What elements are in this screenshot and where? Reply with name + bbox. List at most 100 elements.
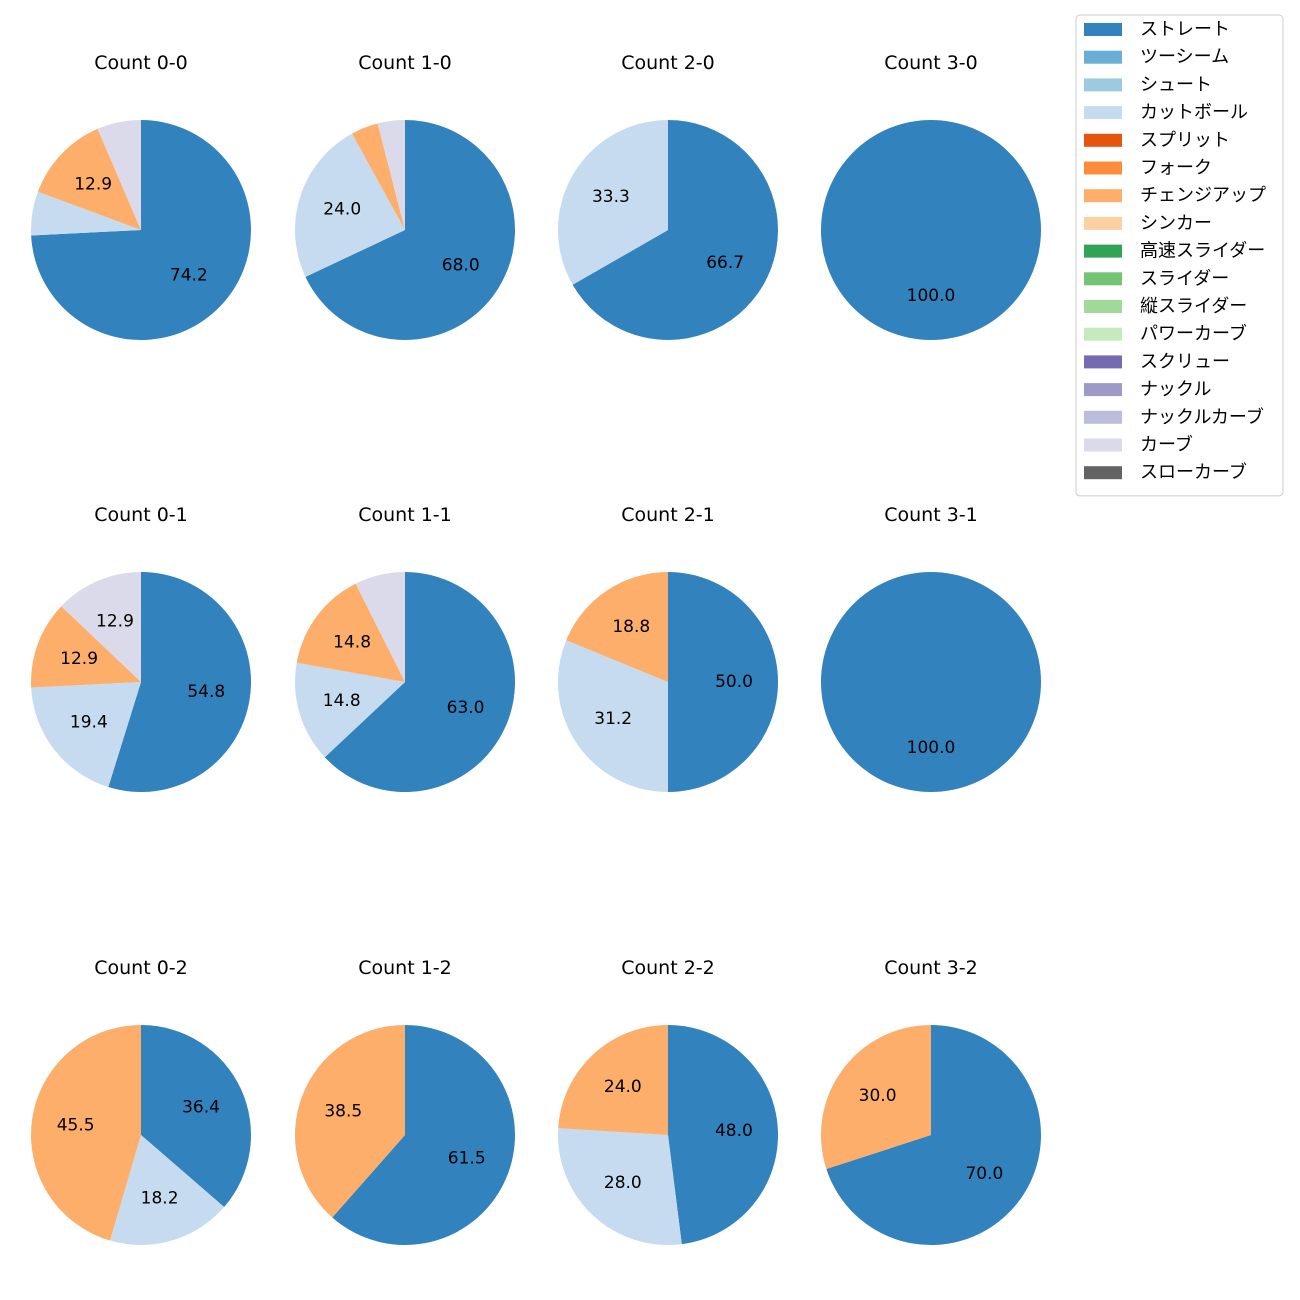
pie-slice [61, 572, 141, 682]
chart-title: Count 1-0 [358, 52, 452, 74]
legend-label: スローカーブ [1140, 461, 1247, 483]
chart-title: Count 1-2 [358, 957, 452, 979]
pie-slice [97, 120, 141, 230]
slice-label: 61.5 [448, 1148, 486, 1168]
pie-slice [826, 1025, 1041, 1245]
legend-label: スクリュー [1140, 351, 1230, 372]
pie-slice [295, 133, 405, 277]
pie-slice [668, 1025, 778, 1245]
chart-title: Count 2-0 [621, 52, 715, 74]
slice-label: 70.0 [965, 1164, 1003, 1184]
pie-slice [108, 572, 251, 793]
pie-slice [572, 120, 778, 340]
legend-label: チェンジアップ [1140, 185, 1266, 206]
slice-label: 24.0 [323, 200, 361, 220]
chart-title: Count 0-2 [94, 957, 188, 979]
legend-label: カーブ [1140, 434, 1193, 456]
pie-slice [352, 123, 405, 230]
pie-slice [31, 191, 142, 236]
pie-slice [377, 120, 405, 230]
pie-slice [31, 606, 141, 688]
chart-title: Count 0-1 [94, 504, 188, 526]
legend-swatch [1084, 133, 1122, 147]
legend-swatch [1084, 78, 1122, 92]
pie-chart: Count 0-1 54.8 19.4 12.9 12.9 [31, 504, 251, 793]
slice-label: 12.9 [96, 611, 134, 631]
chart-title: Count 2-2 [621, 957, 715, 979]
slice-label: 24.0 [604, 1077, 642, 1097]
slice-label: 50.0 [715, 672, 753, 692]
legend-swatch [1084, 216, 1122, 230]
chart-title: Count 3-1 [884, 504, 978, 526]
pie-chart: Count 3-0 100.0 [821, 52, 1041, 340]
slice-label: 36.4 [182, 1098, 220, 1118]
pie-chart: Count 1-1 63.0 14.8 14.8 [295, 504, 515, 792]
slice-label: 31.2 [594, 709, 632, 729]
legend-swatch [1084, 189, 1122, 203]
slice-label: 45.5 [57, 1116, 95, 1136]
legend-swatch [1084, 383, 1122, 397]
legend-label: ナックル [1140, 379, 1211, 400]
chart-title: Count 3-0 [884, 52, 978, 74]
slice-label: 100.0 [907, 286, 956, 306]
slice-label: 12.9 [74, 175, 112, 195]
slice-label: 74.2 [170, 265, 208, 285]
pie-chart: Count 3-1 100.0 [821, 504, 1041, 792]
legend-swatch [1084, 106, 1122, 120]
legend-label: シンカー [1140, 213, 1212, 234]
legend-label: 縦スライダー [1140, 296, 1247, 317]
pie-chart: Count 2-2 48.0 28.0 24.0 [558, 957, 778, 1245]
chart-title: Count 3-2 [884, 957, 978, 979]
pie-slice [821, 572, 1041, 792]
legend-label: ナックルカーブ [1140, 406, 1264, 428]
pie-slice [557, 120, 668, 285]
pie-slice [821, 1025, 931, 1169]
pie-slice [141, 1025, 251, 1208]
pie-slice [295, 1025, 405, 1218]
slice-label: 48.0 [715, 1121, 753, 1141]
pie-slice [668, 572, 778, 792]
legend-label: スプリット [1140, 130, 1230, 151]
legend-label: パワーカーブ [1140, 323, 1247, 345]
legend-swatch [1084, 355, 1122, 369]
pie-chart: Count 0-2 36.4 18.2 45.5 [31, 957, 251, 1245]
pie-slice [355, 572, 405, 682]
pie-chart: Count 3-2 70.0 30.0 [821, 957, 1041, 1245]
legend-swatch [1084, 438, 1122, 452]
pie-slice [31, 682, 142, 788]
slice-label: 18.8 [612, 617, 650, 637]
pie-slice [31, 120, 251, 340]
slice-label: 100.0 [907, 738, 956, 758]
slice-label: 38.5 [324, 1102, 362, 1122]
legend-frame [1075, 14, 1284, 497]
pie-slice [324, 572, 515, 792]
legend-swatch [1084, 244, 1122, 258]
chart-title: Count 0-0 [94, 52, 188, 74]
legend-swatch [1084, 410, 1122, 424]
pie-slice [566, 572, 668, 682]
pie-slice [110, 1135, 225, 1245]
pie-slice [558, 1025, 668, 1135]
legend: ストレートツーシームシュートカットボールスプリットフォークチェンジアップシンカー… [1075, 14, 1284, 497]
slice-label: 33.3 [592, 187, 630, 207]
pie-slice [332, 1025, 516, 1245]
legend-swatch [1084, 23, 1122, 36]
pie-chart: Count 1-2 61.5 38.5 [295, 957, 516, 1245]
pie-chart: Count 2-1 50.0 31.2 18.8 [558, 504, 778, 792]
pie-slice [558, 1128, 682, 1245]
slice-label: 12.9 [60, 649, 98, 669]
chart-title: Count 1-1 [358, 504, 452, 526]
legend-swatch [1084, 50, 1122, 64]
pie-slice [305, 120, 515, 340]
slice-label: 66.7 [706, 253, 744, 273]
legend-swatch [1084, 300, 1122, 313]
pie-slice [558, 640, 668, 792]
slice-label: 68.0 [442, 255, 480, 275]
legend-label: フォーク [1140, 158, 1212, 179]
legend-label: カットボール [1140, 102, 1248, 123]
pie-chart: Count 1-0 68.0 24.0 [295, 52, 515, 340]
slice-label: 28.0 [604, 1173, 642, 1193]
legend-label: ツーシーム [1140, 47, 1229, 68]
